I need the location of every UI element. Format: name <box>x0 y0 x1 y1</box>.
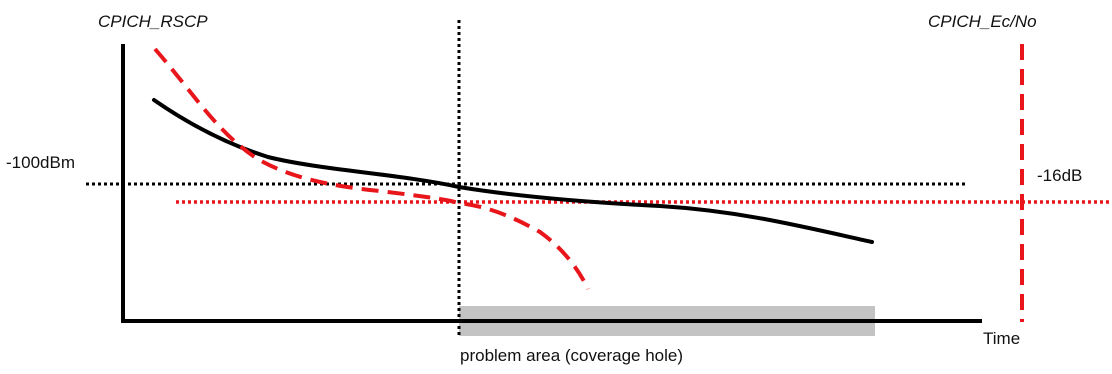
problem-area-label: problem area (coverage hole) <box>460 346 684 365</box>
rscp-threshold-label: -100dBm <box>6 153 75 172</box>
right-axis-label: CPICH_Ec/No <box>928 12 1037 31</box>
ecno-threshold-label: -16dB <box>1037 166 1083 185</box>
left-axis-label: CPICH_RSCP <box>98 12 208 31</box>
ecno-curve <box>153 47 590 290</box>
time-axis-label: Time <box>983 329 1021 348</box>
rscp-curve <box>152 98 874 244</box>
